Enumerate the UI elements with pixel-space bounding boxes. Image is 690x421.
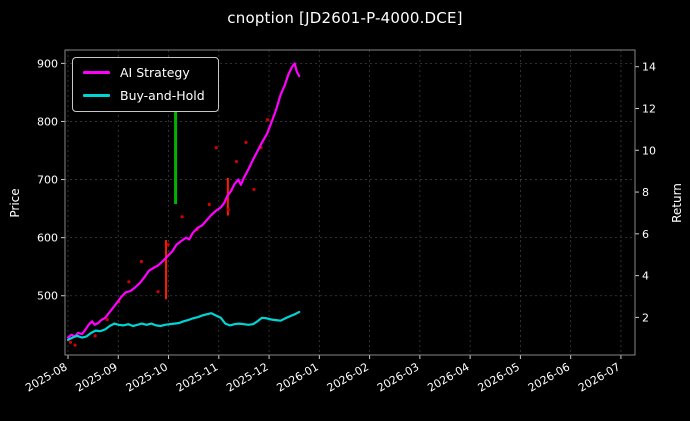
trade-marker-dot xyxy=(105,317,109,322)
x-tick-label: 2025-09 xyxy=(73,360,119,394)
chart-title: cnoption [JD2601-P-4000.DCE] xyxy=(227,9,463,27)
y-left-tick-label: 600 xyxy=(37,232,58,245)
x-tick-label: 2025-10 xyxy=(124,360,170,394)
x-tick-label: 2026-02 xyxy=(325,360,371,394)
y-right-tick-label: 14 xyxy=(642,61,656,74)
trade-marker-dot xyxy=(265,118,270,122)
y-left-tick-label: 900 xyxy=(37,57,58,70)
trade-marker-dot xyxy=(139,259,144,264)
x-tick-label: 2026-01 xyxy=(275,360,321,394)
legend-label-ai-strategy: AI Strategy xyxy=(120,65,190,80)
y-right-tick-label: 8 xyxy=(642,186,649,199)
legend-item-buy-and-hold: Buy-and-Hold xyxy=(83,88,205,103)
y-left-tick-label: 500 xyxy=(37,290,58,303)
legend: AI Strategy Buy-and-Hold xyxy=(72,57,219,112)
trade-marker-dot xyxy=(226,208,230,212)
trade-marker-dot xyxy=(166,243,170,247)
plot-border xyxy=(64,49,636,356)
x-tick-label: 2026-07 xyxy=(576,360,622,394)
x-tick-label: 2026-05 xyxy=(476,360,522,394)
buy-and-hold-line-swatch xyxy=(83,94,110,97)
trade-marker-dot xyxy=(156,290,160,294)
y-right-tick-label: 12 xyxy=(642,102,656,115)
y-right-tick-label: 6 xyxy=(642,228,649,241)
trade-marker-dot xyxy=(73,343,77,347)
x-tick-label: 2026-06 xyxy=(526,360,572,394)
trade-marker-dot xyxy=(252,187,256,192)
y-axis-label-right: Return xyxy=(670,183,684,223)
trade-marker-dot xyxy=(93,334,97,338)
data-layer xyxy=(66,62,301,347)
series-line-ai-strategy xyxy=(66,62,301,339)
y-right-tick-label: 10 xyxy=(642,144,656,157)
y-right-tick-label: 2 xyxy=(642,311,649,324)
trade-marker-dot xyxy=(214,146,218,150)
series-line-buy-and-hold xyxy=(66,310,301,341)
legend-label-buy-and-hold: Buy-and-Hold xyxy=(120,88,205,103)
legend-item-ai-strategy: AI Strategy xyxy=(83,65,205,80)
trade-marker-dot xyxy=(234,159,239,164)
trade-marker-dot xyxy=(180,215,184,219)
y-left-tick-label: 700 xyxy=(37,174,58,187)
y-right-tick-label: 4 xyxy=(642,270,649,283)
x-tick-label: 2026-04 xyxy=(425,360,471,394)
ai-strategy-line-swatch xyxy=(83,71,110,74)
trade-marker-dot xyxy=(207,202,211,207)
trade-marker-dot xyxy=(127,280,131,284)
y-left-tick-label: 800 xyxy=(37,115,58,128)
x-tick-label: 2025-12 xyxy=(224,360,270,394)
x-tick-label: 2025-11 xyxy=(174,360,220,394)
trade-marker-dot xyxy=(68,340,73,344)
x-tick-label: 2025-08 xyxy=(23,360,69,394)
y-axis-label-left: Price xyxy=(8,188,22,218)
x-tick-label: 2026-03 xyxy=(375,360,421,394)
trade-marker-dot xyxy=(244,140,248,144)
